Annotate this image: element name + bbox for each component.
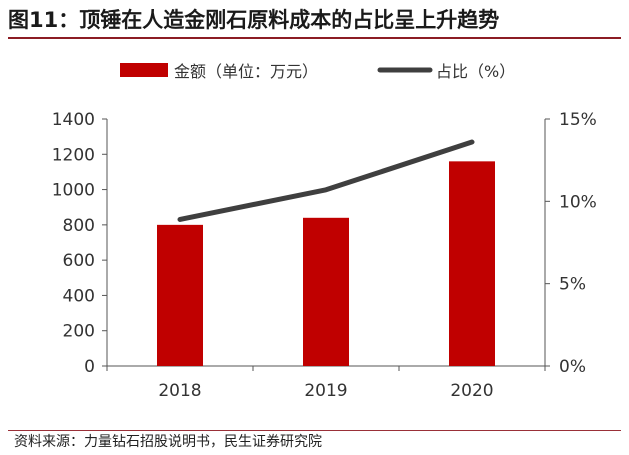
left-tick-label: 600 xyxy=(63,251,95,271)
right-tick-label: 15% xyxy=(559,110,597,130)
bar xyxy=(157,224,203,366)
source-divider xyxy=(8,430,621,431)
bar xyxy=(303,217,349,366)
left-tick-label: 400 xyxy=(63,286,95,306)
left-tick-label: 0 xyxy=(84,357,95,377)
left-tick-label: 200 xyxy=(63,322,95,342)
series-line xyxy=(177,139,475,222)
x-tick-label: 2019 xyxy=(304,381,347,401)
legend: 金额（单位：万元） 占比（%） xyxy=(120,62,515,81)
right-tick-label: 5% xyxy=(559,275,586,295)
x-tick-label: 2018 xyxy=(158,381,201,401)
left-tick-label: 1200 xyxy=(52,145,95,165)
right-tick-label: 10% xyxy=(559,192,597,212)
legend-bar-swatch xyxy=(120,63,168,77)
title-divider xyxy=(8,37,621,39)
right-tick-label: 0% xyxy=(559,357,586,377)
left-tick-label: 1000 xyxy=(52,181,95,201)
chart: 金额（单位：万元） 占比（%） 0 200 400 600 800 1000 1200 1400… xyxy=(52,62,597,401)
chart-title: 图11：顶锤在人造金刚石原料成本的占比呈上升趋势 xyxy=(8,8,500,32)
legend-line-label: 占比（%） xyxy=(436,62,515,81)
source-note: 资料来源：力量钻石招股说明书，民生证券研究院 xyxy=(14,434,322,450)
left-tick-label: 800 xyxy=(63,216,95,236)
legend-bar-label: 金额（单位：万元） xyxy=(174,62,318,81)
left-tick-label: 1400 xyxy=(52,110,95,130)
bars xyxy=(157,161,495,366)
axes: 0 200 400 600 800 1000 1200 1400 0% 5% 10% 15% 2018 2… xyxy=(52,110,597,401)
bar xyxy=(449,161,495,366)
x-tick-label: 2020 xyxy=(450,381,493,401)
lines xyxy=(177,139,475,222)
